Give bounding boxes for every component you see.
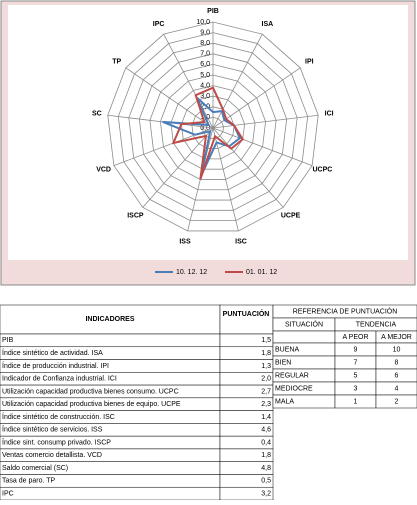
grid-ring — [117, 32, 309, 222]
cell-text: BUENA — [275, 346, 299, 353]
cell-text: 3,2 — [261, 490, 271, 497]
r-tick-label: 0,0 — [200, 125, 210, 132]
category-label: ISA — [262, 21, 274, 28]
r-tick-label: 7,0 — [200, 51, 210, 58]
legend-label: 01. 01. 12 — [246, 269, 277, 276]
cell-text: 3 — [354, 385, 358, 392]
table-cell — [219, 304, 274, 335]
cell-text: 1 — [354, 398, 358, 405]
category-label: IPI — [305, 58, 314, 65]
spoke — [125, 67, 214, 129]
cell-text: Saldo comercial (SC) — [2, 465, 68, 472]
cell-text: 8 — [395, 359, 399, 366]
r-tick-label: 2,0 — [200, 104, 210, 111]
cell-text: 4,6 — [261, 427, 271, 434]
cell-text: SITUACIÓN — [285, 319, 323, 328]
cell-text: 2,7 — [261, 388, 271, 395]
category-label: UCPC — [312, 166, 332, 173]
category-label: TP — [112, 58, 121, 65]
cell-text: 10 — [393, 346, 401, 353]
spoke — [212, 127, 313, 166]
cell-text: Utilización capacidad productiva bienes … — [2, 401, 181, 408]
category-label: UCPE — [281, 212, 301, 219]
cell-text: REFERENCIA DE PUNTUACIÓN — [293, 306, 398, 315]
category-label: ISS — [179, 238, 191, 245]
cell-text: IPC — [2, 490, 14, 497]
spoke — [212, 127, 239, 232]
cell-text: Tasa de paro. TP — [2, 478, 56, 485]
spoke — [212, 127, 284, 208]
spoke — [212, 114, 319, 129]
cell-text: PIB — [2, 337, 14, 344]
cell-text: 4 — [395, 385, 399, 392]
spoke — [142, 127, 214, 208]
spoke — [107, 114, 214, 129]
r-tick-label: 3,0 — [200, 93, 210, 100]
cell-text: 2,3 — [261, 401, 271, 408]
cell-text: 1,8 — [261, 452, 271, 459]
grid-ring — [170, 85, 256, 170]
cell-text: Índice sint. consump privado. ISCP — [2, 437, 111, 446]
category-label: ISCP — [127, 212, 144, 219]
grid-ring — [149, 63, 277, 191]
series-line — [171, 86, 245, 180]
cell-text: BIEN — [275, 359, 291, 366]
cell-text: 1,3 — [261, 363, 271, 370]
cell-text: 9 — [354, 346, 358, 353]
legend-label: 10. 12. 12 — [176, 269, 207, 276]
grid-ring — [138, 53, 288, 201]
cell-text: Índice de producción industrial. IPI — [2, 361, 109, 370]
cell-text: MEDIOCRE — [275, 385, 313, 392]
cell-text: 0,4 — [261, 439, 271, 446]
cell-text: 1,5 — [261, 337, 271, 344]
category-label: PIB — [207, 8, 219, 15]
spoke — [163, 33, 214, 129]
r-tick-label: 10,0 — [196, 19, 210, 26]
series-line — [162, 97, 241, 176]
category-label: IPC — [153, 21, 165, 28]
table-cell — [0, 333, 221, 348]
cell-text: 0,5 — [261, 478, 271, 485]
spoke — [212, 67, 301, 129]
table-cell — [0, 486, 221, 501]
grid-ring — [107, 21, 319, 232]
category-label: ICI — [325, 111, 334, 118]
r-tick-label: 4,0 — [200, 82, 210, 89]
cell-text: REGULAR — [275, 372, 309, 379]
table-cell — [272, 330, 336, 344]
cell-text: 2,0 — [261, 376, 271, 383]
r-tick-label: 9,0 — [200, 29, 210, 36]
cell-text: 6 — [395, 372, 399, 379]
cell-text: A MEJOR — [381, 334, 412, 341]
cell-text: 2 — [395, 398, 399, 405]
cell-text: 1,8 — [261, 350, 271, 357]
cell-text: Índice sintético de actividad. ISA — [2, 348, 103, 357]
cell-text: A PEOR — [342, 334, 368, 341]
cell-text: Índice sintético de servicios. ISS — [2, 425, 103, 434]
r-tick-label: 8,0 — [200, 40, 210, 47]
table-cell — [0, 304, 221, 335]
cell-text: Ventas comercio detallista. VCD — [2, 452, 102, 459]
cell-text: 1,4 — [261, 414, 271, 421]
r-tick-label: 6,0 — [200, 61, 210, 68]
r-tick-label: 5,0 — [200, 72, 210, 79]
category-label: SC — [92, 111, 102, 118]
cell-text: MALA — [275, 398, 294, 405]
grid-ring — [181, 95, 245, 160]
cell-text: Indicador de Confianza industrial. ICI — [2, 376, 117, 383]
cell-text: 5 — [354, 372, 358, 379]
cell-text: Índice sintético de construcción. ISC — [2, 412, 115, 421]
cell-text: INDICADORES — [85, 316, 134, 323]
cell-text: TENDENCIA — [356, 321, 397, 328]
cell-text: Utilización capacidad productiva bienes … — [2, 388, 179, 395]
grid-ring — [159, 74, 267, 180]
cell-text: 7 — [354, 359, 358, 366]
table-cell — [375, 394, 417, 409]
category-label: VCD — [96, 166, 111, 173]
grid-ring — [128, 42, 298, 211]
cell-text: PUNTUACIÓN — [223, 309, 270, 318]
cell-text: 4,8 — [261, 465, 271, 472]
category-label: ISC — [235, 238, 247, 245]
